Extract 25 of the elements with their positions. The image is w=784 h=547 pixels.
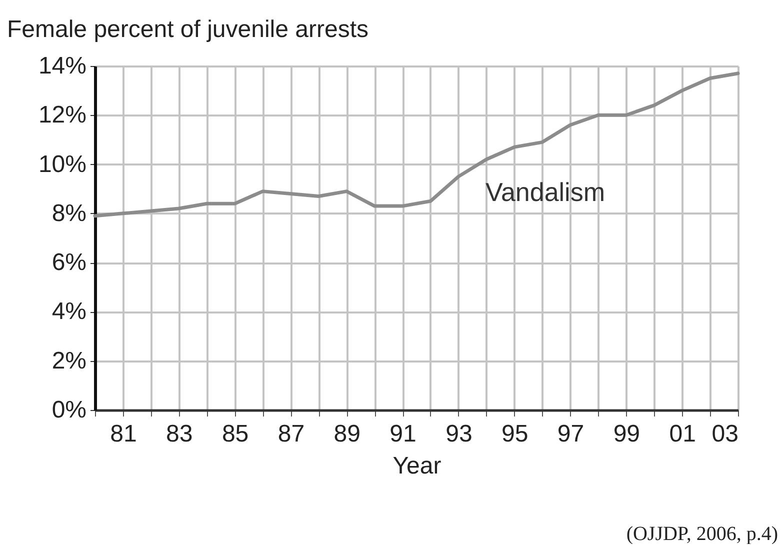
y-tick-label: 8% xyxy=(52,200,86,227)
x-tick-label: 87 xyxy=(278,420,305,448)
x-tick-label: 03 xyxy=(712,420,738,448)
x-tick-label: 93 xyxy=(446,420,472,448)
y-tick-label: 14% xyxy=(38,52,86,80)
text: (OJJDP, 2006, p.4) xyxy=(626,523,778,545)
x-axis-title: Year xyxy=(392,452,442,480)
x-tick-label: 95 xyxy=(501,420,528,448)
x-tick-label: 01 xyxy=(669,420,696,448)
y-tick-label: 10% xyxy=(38,150,86,178)
y-tick-label: 12% xyxy=(38,102,86,129)
x-tick-label: 91 xyxy=(390,420,416,448)
x-tick-label: 99 xyxy=(613,420,640,448)
y-tick-label: 4% xyxy=(52,298,86,326)
y-tick-label: 6% xyxy=(52,249,86,276)
series-label: Vandalism xyxy=(486,176,605,207)
y-tick-label: 2% xyxy=(52,347,86,374)
line-series xyxy=(93,72,740,218)
x-tick-label: 89 xyxy=(334,420,360,448)
x-tick-label: 97 xyxy=(557,420,584,448)
x-tick-label: 83 xyxy=(166,420,193,448)
x-tick-label: 81 xyxy=(110,420,137,448)
chart-title: Female percent of juvenile arrests xyxy=(7,16,368,43)
x-tick-label: 85 xyxy=(222,420,249,448)
y-tick-label: 0% xyxy=(52,396,86,424)
